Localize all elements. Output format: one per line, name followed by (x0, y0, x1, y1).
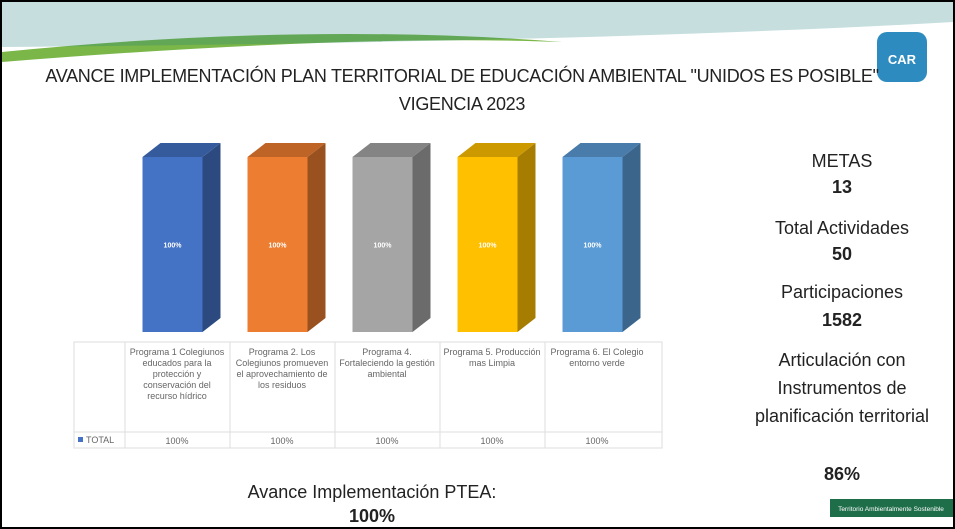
category-label: Programa 4. Fortaleciendo la gestión amb… (339, 347, 435, 379)
logo: CAR (888, 52, 917, 67)
panel-label: Participaciones (780, 282, 904, 302)
bar (562, 157, 623, 332)
panel-label: Articulación con Instrumentos de planifi… (754, 350, 930, 426)
data-label: 100% (374, 243, 393, 250)
logo-badge (877, 32, 927, 82)
panel-value: 86% (823, 464, 861, 484)
data-label: 100% (164, 243, 183, 250)
bar-top (562, 143, 641, 157)
decoration (2, 34, 562, 62)
panel-value: 50 (831, 244, 853, 264)
bar-side (412, 143, 431, 332)
bar-top (247, 143, 326, 157)
legend-swatch (78, 437, 83, 442)
bar-side (307, 143, 326, 332)
category-label: Programa 2. Los Colegiunos promueven el … (235, 347, 329, 390)
table-value: 100% (270, 436, 294, 446)
bar-side (517, 143, 536, 332)
panel-label: METAS (811, 151, 873, 171)
panel-value: 13 (831, 177, 853, 197)
panel-value: 1582 (821, 310, 863, 330)
table-grid (73, 341, 663, 449)
category-label: Programa 1 Colegiunos educados para la p… (129, 347, 225, 401)
panel-label: Total Actividades (774, 218, 910, 238)
bar (142, 157, 203, 332)
category-label: Programa 5. Producción mas Limpia (443, 347, 541, 368)
legend-entry: TOTAL (86, 435, 114, 445)
data-label: 100% (479, 243, 498, 250)
category-label: Programa 6. El Colegio entorno verde (550, 347, 644, 368)
bar (247, 157, 308, 332)
bar (457, 157, 518, 332)
summary-value: 100% (348, 506, 396, 526)
table-value: 100% (375, 436, 399, 446)
bar-side (622, 143, 641, 332)
bar-top (457, 143, 536, 157)
bar-top (142, 143, 221, 157)
footer-band (830, 499, 953, 517)
bar-top (352, 143, 431, 157)
footer: Territorio Ambientalmente Sostenible (838, 506, 944, 513)
summary-label: Avance Implementación PTEA: (247, 482, 497, 502)
decoration (2, 2, 953, 47)
bar (352, 157, 413, 332)
table-value: 100% (585, 436, 609, 446)
table-value: 100% (480, 436, 504, 446)
chart-title: AVANCE IMPLEMENTACIÓN PLAN TERRITORIAL D… (45, 66, 879, 114)
bar-side (202, 143, 221, 332)
data-label: 100% (584, 243, 603, 250)
data-label: 100% (269, 243, 288, 250)
table-value: 100% (165, 436, 189, 446)
